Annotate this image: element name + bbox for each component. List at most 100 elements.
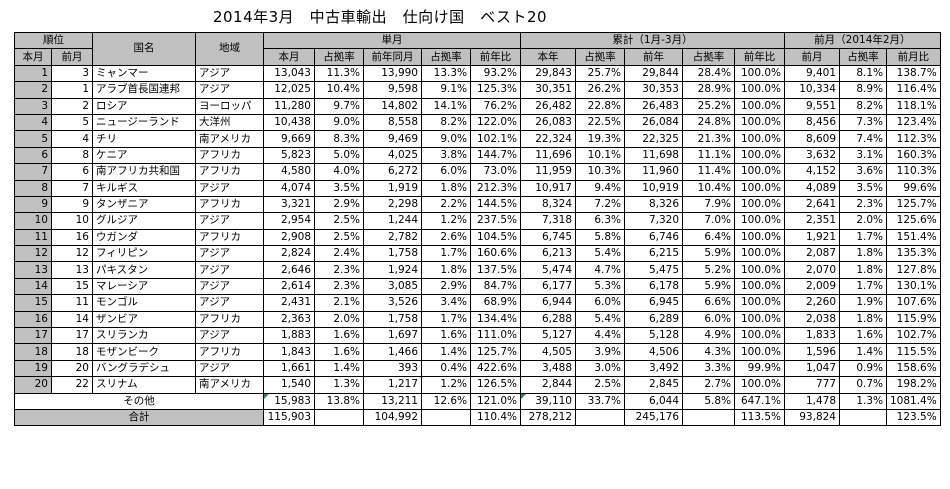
rank-cell: 11 xyxy=(14,228,52,247)
cell: 15,983 xyxy=(263,392,315,410)
rank-cell: 6 xyxy=(14,146,52,165)
cell: 100.0% xyxy=(734,81,785,99)
cell xyxy=(314,408,364,427)
cell: 2.3% xyxy=(314,277,364,296)
cell: 9,551 xyxy=(784,97,840,115)
country-cell: チリ xyxy=(92,130,196,148)
cell: 28.9% xyxy=(682,81,735,99)
cell: 100.0% xyxy=(734,245,785,263)
cell: 19.3% xyxy=(575,130,625,148)
cell: 6,746 xyxy=(624,228,683,247)
cell: 6,944 xyxy=(520,294,576,312)
cumulative-header: 累計（1月-3月） xyxy=(520,31,785,50)
cell: 29,844 xyxy=(624,64,683,83)
cell: 6,745 xyxy=(520,228,576,247)
cell: 1.8% xyxy=(421,261,471,279)
cell: 138.7% xyxy=(886,64,941,83)
previous-rank-cell: 20 xyxy=(51,359,93,378)
table-row: 20 22 スリナム 南アメリカ 1,540 1.3% 1,217 1.2% 126.5% 2,8… xyxy=(14,376,941,394)
cell: 26,483 xyxy=(624,97,683,115)
cell: 1,843 xyxy=(263,343,315,361)
cell: 2.5% xyxy=(575,376,625,394)
col-header: 本年 xyxy=(520,48,576,66)
cell: 2,908 xyxy=(263,228,315,247)
cell: 3.1% xyxy=(839,146,887,165)
cell: 107.6% xyxy=(886,294,941,312)
cell: 9.7% xyxy=(314,97,364,115)
cell: 4.9% xyxy=(682,327,735,345)
cell: 125.6% xyxy=(886,212,941,230)
cell: 0.4% xyxy=(421,359,471,378)
cell: 22.8% xyxy=(575,97,625,115)
cell: 11.1% xyxy=(682,146,735,165)
region-header: 地域 xyxy=(195,32,264,66)
country-header: 国名 xyxy=(92,32,196,66)
cell: 5.8% xyxy=(682,392,735,410)
cell: 25.2% xyxy=(682,97,735,115)
cell: 100.0% xyxy=(734,146,785,165)
cell: 8.2% xyxy=(421,113,471,132)
cell: 112.3% xyxy=(886,130,941,148)
previous-rank-cell: 12 xyxy=(51,245,93,263)
cell: 6.0% xyxy=(421,163,471,181)
region-cell: アジア xyxy=(195,261,264,279)
cell: 3,526 xyxy=(363,294,422,312)
cell: 4,074 xyxy=(263,179,315,197)
country-cell: 南アフリカ共和国 xyxy=(92,163,196,181)
cell: 118.1% xyxy=(886,97,941,115)
header-row-1: 順位 国名 地域 単月 累計（1月-3月） 前月（2014年2月） xyxy=(14,31,941,66)
rank-cell: 13 xyxy=(14,261,52,279)
cell: 24.8% xyxy=(682,113,735,132)
cell: 10,334 xyxy=(784,81,840,99)
cell: 100.0% xyxy=(734,97,785,115)
cell: 6,289 xyxy=(624,310,683,329)
cell: 1,758 xyxy=(363,310,422,329)
cell: 123.4% xyxy=(886,113,941,132)
cell: 8,558 xyxy=(363,113,422,132)
cell: 9.0% xyxy=(314,113,364,132)
country-cell: ウガンダ xyxy=(92,228,196,247)
cell: 68.9% xyxy=(470,294,521,312)
cell: 1.4% xyxy=(839,343,887,361)
cell: 93,824 xyxy=(784,408,840,427)
country-cell: スリナム xyxy=(92,376,196,394)
cell: 100.0% xyxy=(734,277,785,296)
country-cell: グルジア xyxy=(92,212,196,230)
cell: 4,025 xyxy=(363,146,422,165)
region-cell: アフリカ xyxy=(195,228,264,247)
previous-rank-cell: 13 xyxy=(51,261,93,279)
cell: 6,215 xyxy=(624,245,683,263)
cell: 2,087 xyxy=(784,245,840,263)
country-cell: ニュージーランド xyxy=(92,113,196,132)
country-cell: ザンビア xyxy=(92,310,196,329)
cell: 121.0% xyxy=(470,392,521,410)
table-row: 1 3 ミャンマー アジア 13,043 11.3% 13,990 13.3% 93.2% 29,… xyxy=(14,64,941,83)
cell: 2,298 xyxy=(363,195,422,214)
cell: 1,217 xyxy=(363,376,422,394)
cell: 160.6% xyxy=(470,245,521,263)
cell: 3.4% xyxy=(421,294,471,312)
rank-cell: 4 xyxy=(14,113,52,132)
col-header: 前年比 xyxy=(734,48,785,66)
previous-rank-cell: 8 xyxy=(51,146,93,165)
cell: 2.0% xyxy=(839,212,887,230)
table-row: 2 1 アラブ首長国連邦 アジア 12,025 10.4% 9,598 9.1% 125.3% 3… xyxy=(14,81,941,99)
cell: 39,110 xyxy=(520,392,576,410)
cell: 2.9% xyxy=(314,195,364,214)
cell: 0.7% xyxy=(839,376,887,394)
cell: 5,823 xyxy=(263,146,315,165)
rank-cell: 2 xyxy=(14,81,52,99)
cell: 2.4% xyxy=(314,245,364,263)
cell: 1,921 xyxy=(784,228,840,247)
cell: 2,641 xyxy=(784,195,840,214)
cell: 212.3% xyxy=(470,179,521,197)
cell: 1.4% xyxy=(314,359,364,378)
cell: 102.7% xyxy=(886,327,941,345)
cell: 2.5% xyxy=(314,228,364,247)
cell: 2,646 xyxy=(263,261,315,279)
cell: 12.6% xyxy=(421,392,471,410)
cell: 7.3% xyxy=(839,113,887,132)
cell: 1.3% xyxy=(839,392,887,410)
cell: 1,697 xyxy=(363,327,422,345)
cell: 2,844 xyxy=(520,376,576,394)
